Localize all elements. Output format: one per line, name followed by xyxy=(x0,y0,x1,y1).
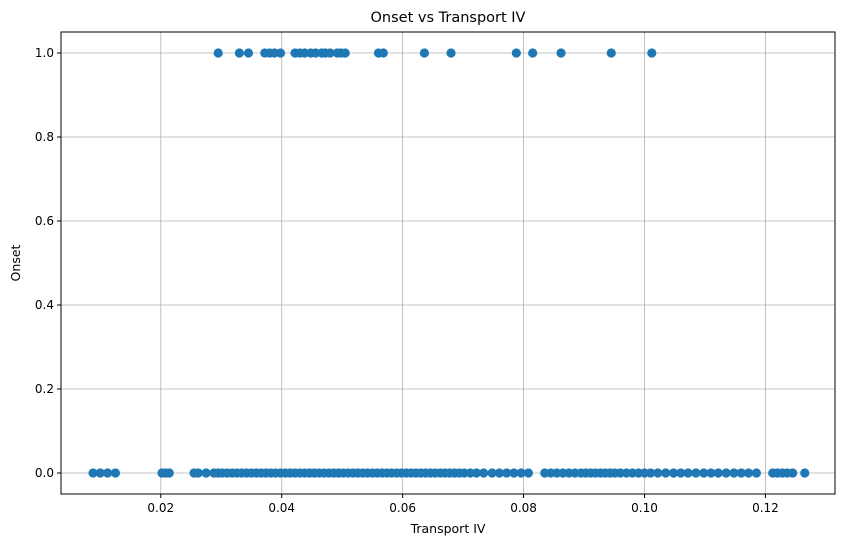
x-axis: 0.02 0.04 0.06 0.08 0.10 0.12 xyxy=(147,494,779,515)
x-tick-label: 0.06 xyxy=(389,501,416,515)
data-point xyxy=(556,48,566,58)
data-point xyxy=(721,468,731,478)
data-point xyxy=(479,468,489,478)
x-tick-label: 0.12 xyxy=(752,501,779,515)
data-point xyxy=(95,468,105,478)
data-point xyxy=(193,468,203,478)
data-point xyxy=(729,468,739,478)
data-point xyxy=(110,468,121,478)
data-point xyxy=(325,48,335,58)
data-point xyxy=(201,468,211,478)
data-point xyxy=(88,468,98,478)
data-point xyxy=(661,468,671,478)
y-tick-label: 1.0 xyxy=(35,46,54,60)
data-point xyxy=(699,468,709,478)
data-point xyxy=(653,468,663,478)
data-point xyxy=(645,468,656,478)
y-tick-label: 0.6 xyxy=(35,214,54,228)
y-axis-label: Onset xyxy=(8,244,23,281)
data-point xyxy=(509,468,519,478)
data-point xyxy=(751,468,761,478)
x-tick-label: 0.10 xyxy=(631,501,658,515)
data-point xyxy=(446,48,456,58)
data-point xyxy=(788,468,798,478)
data-point xyxy=(713,468,723,478)
data-point xyxy=(691,468,701,478)
data-point xyxy=(494,468,504,478)
data-point xyxy=(668,468,679,478)
data-point xyxy=(511,48,521,58)
data-point xyxy=(102,468,113,478)
y-tick-label: 0.4 xyxy=(35,298,54,312)
data-points xyxy=(88,48,810,478)
data-point xyxy=(606,48,616,58)
data-point xyxy=(419,48,430,58)
data-point xyxy=(736,468,746,478)
data-point xyxy=(275,48,286,58)
data-point xyxy=(523,468,534,478)
data-point xyxy=(471,468,482,478)
data-point xyxy=(743,468,754,478)
data-point xyxy=(676,468,686,478)
chart-title: Onset vs Transport IV xyxy=(371,10,526,26)
data-point xyxy=(706,468,716,478)
data-point xyxy=(378,48,388,58)
data-point xyxy=(340,48,350,58)
y-axis: 0.0 0.2 0.4 0.6 0.8 1.0 xyxy=(35,46,61,480)
data-point xyxy=(243,48,254,58)
data-point xyxy=(213,48,223,58)
data-point xyxy=(234,48,244,58)
x-tick-label: 0.02 xyxy=(147,501,174,515)
data-point xyxy=(528,48,538,58)
plot-frame xyxy=(60,31,836,495)
data-point xyxy=(683,468,693,478)
data-point xyxy=(800,468,810,478)
x-axis-label: Transport IV xyxy=(410,521,486,536)
y-tick-label: 0.2 xyxy=(35,382,54,396)
y-tick-label: 0.8 xyxy=(35,130,54,144)
y-tick-label: 0.0 xyxy=(35,466,54,480)
x-tick-label: 0.04 xyxy=(268,501,295,515)
data-point xyxy=(516,468,526,478)
data-point xyxy=(647,48,657,58)
data-point xyxy=(164,468,174,478)
data-point xyxy=(487,468,497,478)
x-tick-label: 0.08 xyxy=(510,501,537,515)
data-point xyxy=(502,468,512,478)
